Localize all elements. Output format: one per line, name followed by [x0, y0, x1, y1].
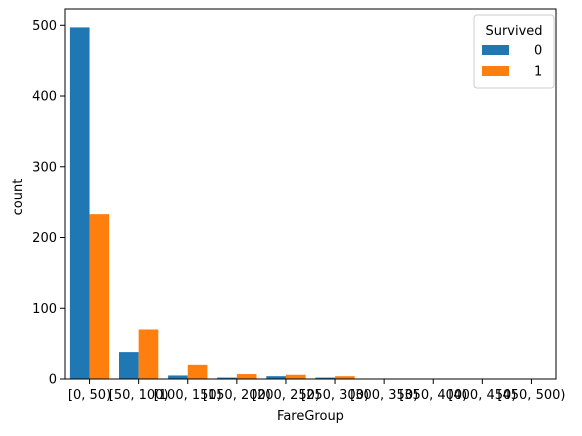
- y-axis-label: count: [11, 179, 26, 216]
- x-tick-label: [200, 250): [252, 388, 320, 403]
- bar-series-1-2: [187, 364, 208, 379]
- bar-series-0-1: [119, 352, 139, 379]
- y-tick-label: 400: [32, 90, 57, 105]
- x-tick-label: [100, 150): [154, 388, 222, 403]
- legend: Survived 01: [473, 14, 555, 89]
- y-tick-label: 300: [32, 160, 57, 175]
- bar-series-1-4: [285, 374, 306, 379]
- plot-frame: [64, 8, 557, 380]
- x-tick-label: [150, 200): [203, 388, 271, 403]
- bar-series-1-0: [89, 214, 110, 379]
- y-tick-label: 200: [32, 231, 57, 246]
- x-tick-label: [250, 300): [301, 388, 369, 403]
- legend-title: Survived: [485, 24, 542, 39]
- y-tick-label: 500: [32, 19, 57, 34]
- bar-series-0-4: [266, 376, 286, 379]
- x-tick-label: [350, 400): [399, 388, 467, 403]
- bar-series-0-2: [168, 375, 188, 379]
- y-tick-label: 0: [49, 373, 57, 388]
- bars-layer: [69, 27, 355, 379]
- x-axis-label: FareGroup: [277, 409, 344, 424]
- x-tick-label: [50, 100): [109, 388, 169, 403]
- legend-label-1: 1: [534, 65, 542, 80]
- bar-series-1-5: [335, 376, 355, 379]
- bar-series-0-5: [315, 377, 336, 379]
- bar-series-1-3: [236, 374, 257, 379]
- x-tick-label: [300, 350): [350, 388, 418, 403]
- legend-label-0: 0: [534, 44, 542, 59]
- legend-swatch-1: [482, 66, 509, 76]
- legend-swatch-0: [482, 45, 509, 55]
- bar-series-0-0: [69, 27, 90, 379]
- bar-series-0-3: [217, 377, 237, 379]
- x-tick-label: [0, 50): [68, 388, 111, 403]
- x-tick-label: [400, 450): [448, 388, 516, 403]
- y-tick-label: 100: [32, 302, 57, 317]
- x-tick-label: [450, 500): [497, 388, 565, 403]
- axes-layer: [64, 8, 557, 380]
- bar-series-1-1: [138, 329, 159, 379]
- legend-entries: 01: [482, 44, 542, 80]
